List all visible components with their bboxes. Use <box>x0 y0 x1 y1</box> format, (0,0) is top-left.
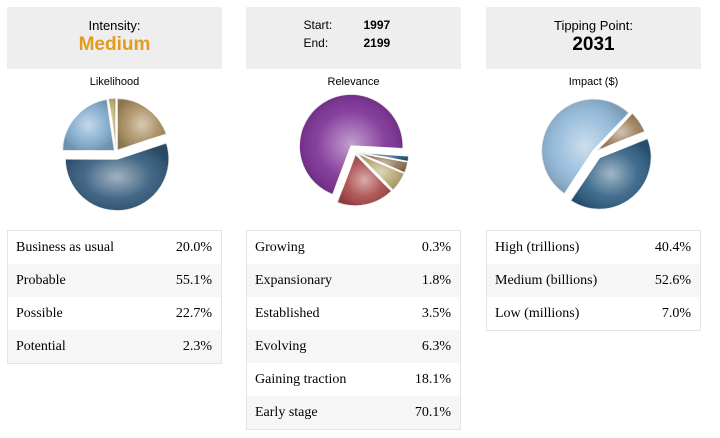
end-label: End: <box>303 36 329 50</box>
table-row: Probable 55.1% <box>8 264 221 297</box>
intensity-value: Medium <box>78 34 151 55</box>
row-value: 0.3% <box>421 239 451 255</box>
likelihood-title: Likelihood <box>89 76 140 88</box>
start-value: 1997 <box>363 18 391 32</box>
tipping-point-label: Tipping Point: <box>553 18 633 33</box>
start-label: Start: <box>303 18 333 32</box>
pie-slice-shading <box>108 98 116 151</box>
row-label: Early stage <box>255 404 318 420</box>
pie-slice-shading <box>65 142 170 211</box>
likelihood-pie-chart <box>61 97 170 212</box>
row-label: Possible <box>16 305 63 321</box>
row-value: 2.3% <box>182 338 212 354</box>
pie-slice-shading <box>570 138 652 210</box>
pie-slice-shading <box>117 98 167 151</box>
table-row: Potential 2.3% <box>8 330 221 363</box>
table-row: Gaining traction 18.1% <box>247 363 460 396</box>
relevance-table: Growing 0.3% Expansionary 1.8% Established 3.… <box>246 230 461 430</box>
tipping-point-value: 2031 <box>572 34 615 55</box>
end-row: End: 2199 <box>246 34 461 52</box>
row-label: Probable <box>16 272 66 288</box>
row-value: 3.5% <box>421 305 451 321</box>
row-label: Business as usual <box>16 239 114 255</box>
row-label: Potential <box>16 338 66 354</box>
tipping-point-card: Tipping Point: 2031 <box>486 7 701 69</box>
row-value: 40.4% <box>654 239 691 255</box>
pie-slice-shading <box>299 94 404 195</box>
table-row: Early stage 70.1% <box>247 396 460 429</box>
pie-slice-shading <box>336 153 392 206</box>
table-row: Medium (billions) 52.6% <box>487 264 700 297</box>
intensity-card: Intensity: Medium <box>7 7 222 69</box>
pie-slice-shading <box>356 152 409 173</box>
row-label: Low (millions) <box>495 305 580 321</box>
pie-slice-shading <box>356 153 405 191</box>
impact-title: Impact ($) <box>568 76 619 88</box>
pie-slice-shading <box>62 99 115 151</box>
table-row: Low (millions) 7.0% <box>487 297 700 330</box>
range-values: Start: 1997 End: 2199 <box>246 16 461 52</box>
row-value: 20.0% <box>175 239 212 255</box>
relevance-pie-chart <box>298 93 410 207</box>
likelihood-table: Business as usual 20.0% Probable 55.1% Possi… <box>7 230 222 364</box>
impact-table: High (trillions) 40.4% Medium (billions) 52… <box>486 230 701 331</box>
row-value: 70.1% <box>414 404 451 420</box>
table-row: Established 3.5% <box>247 297 460 330</box>
table-row: Expansionary 1.8% <box>247 264 460 297</box>
row-value: 22.7% <box>175 305 212 321</box>
row-label: Evolving <box>255 338 307 354</box>
relevance-title: Relevance <box>327 76 380 88</box>
start-row: Start: 1997 <box>246 16 461 34</box>
row-value: 7.0% <box>661 305 691 321</box>
table-row: Evolving 6.3% <box>247 330 460 363</box>
row-label: High (trillions) <box>495 239 580 255</box>
row-value: 55.1% <box>175 272 212 288</box>
row-value: 52.6% <box>654 272 691 288</box>
end-value: 2199 <box>363 36 391 50</box>
intensity-label: Intensity: <box>88 18 141 33</box>
row-label: Medium (billions) <box>495 272 598 288</box>
row-label: Expansionary <box>255 272 332 288</box>
row-label: Established <box>255 305 320 321</box>
table-row: Possible 22.7% <box>8 297 221 330</box>
pie-slice-shading <box>541 98 630 194</box>
table-row: High (trillions) 40.4% <box>487 231 700 264</box>
pie-slice-shading <box>596 112 646 151</box>
row-value: 18.1% <box>414 371 451 387</box>
impact-pie-chart <box>540 98 653 211</box>
row-value: 1.8% <box>421 272 451 288</box>
range-card: Start: 1997 End: 2199 <box>246 7 461 69</box>
table-row: Growing 0.3% <box>247 231 460 264</box>
row-label: Growing <box>255 239 305 255</box>
row-label: Gaining traction <box>255 371 347 387</box>
row-value: 6.3% <box>421 338 451 354</box>
table-row: Business as usual 20.0% <box>8 231 221 264</box>
